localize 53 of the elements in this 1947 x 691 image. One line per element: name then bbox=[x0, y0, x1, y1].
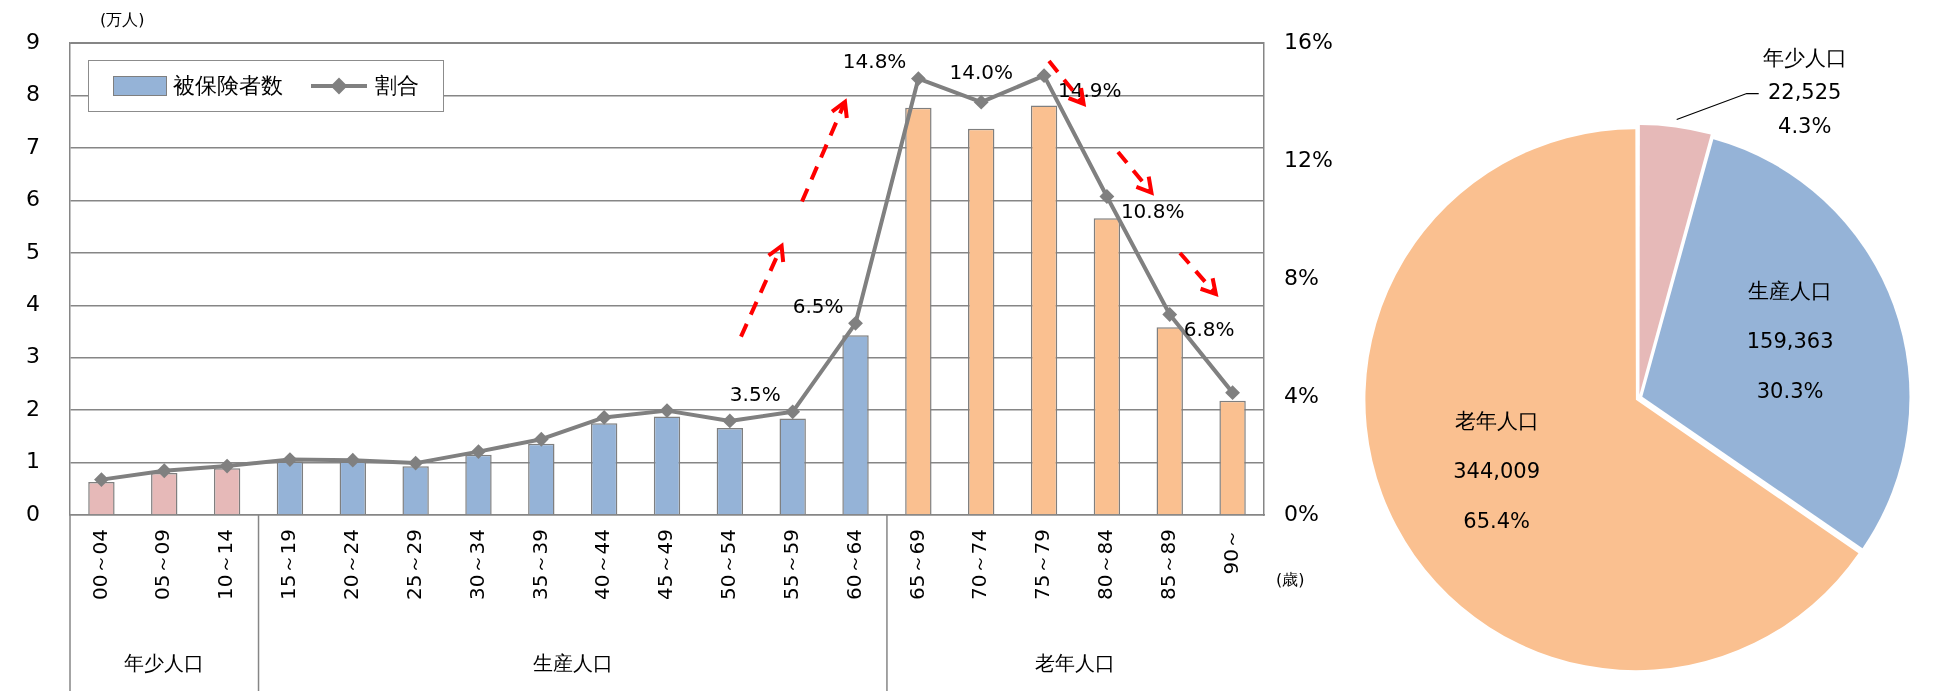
x-tick-label: 80～84 bbox=[1093, 529, 1118, 600]
y2-tick-label: 4% bbox=[1284, 382, 1319, 408]
y-tick-label: 8 bbox=[26, 81, 40, 107]
data-label: 14.0% bbox=[949, 60, 1013, 85]
data-label: 3.5% bbox=[729, 382, 781, 406]
text: 老年人口 bbox=[1035, 651, 1116, 676]
y-tick-label: 6 bbox=[26, 186, 40, 212]
slice-label: 年少人口 bbox=[1762, 45, 1847, 70]
x-tick-label: 35～39 bbox=[527, 529, 552, 600]
y-tick-label: 5 bbox=[26, 238, 40, 264]
data-label: 6.8% bbox=[1183, 316, 1235, 341]
x-tick-label: 40～44 bbox=[590, 529, 615, 600]
x-tick-label: 20～24 bbox=[338, 529, 363, 600]
legend-label: 被保険者数 bbox=[173, 72, 283, 101]
x-tick-label: 00～04 bbox=[87, 529, 112, 600]
x-tick-label: 05～09 bbox=[150, 529, 175, 600]
y-axis-title: (万人) bbox=[100, 10, 145, 30]
x-tick-label: 55～59 bbox=[778, 529, 803, 600]
x-tick-label: 60～64 bbox=[841, 529, 866, 600]
data-label: 10.8% bbox=[1120, 198, 1185, 223]
y-tick-label: 3 bbox=[26, 343, 40, 369]
data-label: 6.5% bbox=[792, 293, 844, 318]
text: 生産人口 bbox=[532, 651, 613, 676]
text: 159,363 30.3% bbox=[1746, 329, 1834, 404]
x-tick-label: 85～89 bbox=[1155, 529, 1180, 600]
text: 344,009 65.4% bbox=[1453, 459, 1541, 534]
x-tick-label: 25～29 bbox=[401, 529, 426, 600]
y-tick-label: 1 bbox=[26, 448, 40, 474]
x-tick-label: 50～54 bbox=[716, 529, 741, 600]
x-tick-label: 45～49 bbox=[653, 529, 678, 600]
x-tick-label: 65～69 bbox=[904, 529, 929, 600]
legend-label: 割合 bbox=[375, 72, 419, 101]
x-tick-label: 15～19 bbox=[276, 529, 301, 600]
y2-tick-label: 12% bbox=[1284, 146, 1333, 172]
y-tick-label: 2 bbox=[26, 395, 40, 421]
x-tick-label: 70～74 bbox=[967, 529, 992, 600]
data-label: 14.8% bbox=[842, 48, 907, 73]
x-tick-label: 30～34 bbox=[464, 529, 489, 600]
y2-tick-label: 8% bbox=[1284, 264, 1319, 290]
y-tick-label: 7 bbox=[26, 133, 40, 159]
x-tick-label: 75～79 bbox=[1030, 529, 1055, 600]
slice-label: 老年人口 bbox=[1454, 409, 1539, 434]
y2-tick-label: 0% bbox=[1284, 500, 1319, 526]
data-label: 22,525 4.3% bbox=[1767, 79, 1842, 138]
x-tick-label: 10～14 bbox=[213, 529, 238, 600]
y-tick-label: 4 bbox=[26, 291, 40, 317]
y2-tick-label: 16% bbox=[1284, 28, 1333, 54]
y-tick-label: 9 bbox=[26, 28, 40, 54]
y-tick-label: 0 bbox=[26, 500, 40, 526]
slice-label: 生産人口 bbox=[1748, 279, 1833, 304]
x-tick-label: 90～ bbox=[1218, 529, 1243, 575]
text: 年少人口 bbox=[124, 651, 205, 676]
x-axis-title: (歳) bbox=[1276, 570, 1305, 590]
